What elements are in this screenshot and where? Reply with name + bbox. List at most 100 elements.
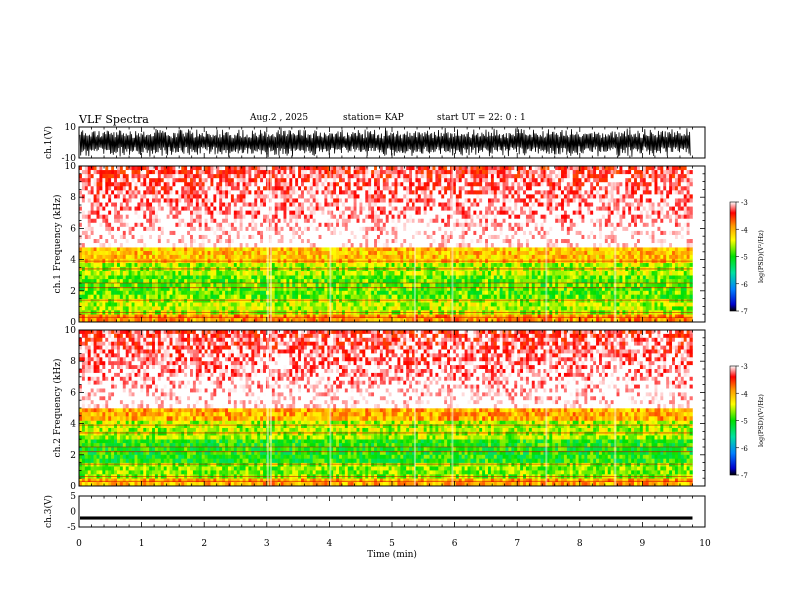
spectrogram-cell <box>353 298 357 303</box>
spectrogram-cell <box>566 279 571 284</box>
spectrogram-cell <box>467 275 471 280</box>
spectrogram-cell <box>333 275 337 280</box>
spectrogram-cell <box>420 294 425 299</box>
spectrogram-cell <box>315 302 319 307</box>
spectrogram-cell <box>634 279 638 284</box>
spectrogram-cell <box>149 226 153 232</box>
spectrogram-cell <box>368 286 372 292</box>
spectrogram-cell <box>111 306 115 311</box>
spectrogram-cell <box>376 283 381 288</box>
spectrogram-cell <box>514 298 518 303</box>
spectrogram-cell <box>184 210 188 215</box>
spectrogram-cell <box>669 318 673 323</box>
spectrogram-cell <box>233 247 238 252</box>
spectrogram-cell <box>149 271 153 276</box>
spectrogram-cell <box>537 251 541 256</box>
spectrogram-cell <box>125 166 129 171</box>
spectrogram-cell <box>195 254 200 260</box>
spectrogram-cell <box>225 318 229 323</box>
spectrogram-cell <box>470 283 474 288</box>
spectrogram-cell <box>400 306 404 311</box>
spectrogram-cell <box>374 298 378 303</box>
spectrogram-cell <box>663 318 667 323</box>
spectrogram-cell <box>672 279 676 284</box>
spectrogram-cell <box>245 290 249 295</box>
spectrogram-cell <box>99 251 103 256</box>
spectrogram-cell <box>417 254 422 260</box>
spectrogram-cell <box>230 286 235 292</box>
spectrogram-cell <box>149 290 153 295</box>
spectrogram-cell <box>303 247 308 252</box>
spectrogram-cell <box>286 251 290 256</box>
spectrogram-cell <box>295 262 299 268</box>
spectrogram-cell <box>563 254 568 260</box>
spectrogram-cell <box>81 275 86 280</box>
spectrogram-cell <box>163 182 167 187</box>
spectrogram-cell <box>160 247 165 252</box>
spectrogram-cell <box>686 251 690 256</box>
spectrogram-cell <box>315 290 319 295</box>
spectrogram-cell <box>476 271 480 276</box>
spectrogram-cell <box>689 318 693 323</box>
spectrogram-cell <box>490 314 495 319</box>
spectrogram-cell <box>190 170 194 175</box>
spectrogram-cell <box>152 166 156 171</box>
spectrogram-cell <box>111 298 115 303</box>
spectrogram-cell <box>490 271 495 276</box>
start-time-label: start UT = 22: 0 : 1 <box>437 113 526 123</box>
spectrogram-cell <box>359 318 363 323</box>
spectrogram-cell <box>257 247 261 252</box>
spectrogram-cell <box>631 279 635 284</box>
spectrogram-cell <box>555 275 559 280</box>
spectrogram-cell <box>680 251 685 256</box>
spectrogram-cell <box>613 286 617 292</box>
spectrogram-cell <box>111 271 115 276</box>
spectrogram-cell <box>636 275 641 280</box>
spectrogram-cell <box>376 251 381 256</box>
spectrogram-cell <box>379 279 384 284</box>
spectrogram-cell <box>146 318 150 323</box>
spectrogram-cell <box>108 290 112 295</box>
spectrogram-cell <box>137 170 141 175</box>
spectrogram-cell <box>248 275 252 280</box>
spectrogram-cell <box>511 294 515 299</box>
spectrogram-cell <box>195 234 200 240</box>
spectrogram-cell <box>388 314 392 319</box>
spectrogram-cell <box>619 262 623 268</box>
spectrogram-cell <box>525 279 530 284</box>
spectrogram-cell <box>190 226 194 232</box>
spectrogram-cell <box>102 302 106 307</box>
spectrogram-cell <box>531 318 536 323</box>
spectrogram-cell <box>87 166 91 171</box>
spectrogram-cell <box>438 283 442 288</box>
spectrogram-cell <box>572 298 576 303</box>
spectrogram-cell <box>152 318 156 323</box>
spectrogram-cell <box>502 306 506 311</box>
spectrogram-cell <box>102 170 106 175</box>
spectrogram-cell <box>96 283 100 288</box>
spectrogram-cell <box>116 186 121 191</box>
spectrogram-cell <box>327 275 331 280</box>
spectrogram-cell <box>204 283 208 288</box>
spectrogram-cell <box>385 275 389 280</box>
spectrogram-cell <box>172 243 176 248</box>
spectrogram-cell <box>119 186 124 191</box>
spectrogram-cell <box>303 290 308 295</box>
spectrogram-cell <box>178 190 182 195</box>
spectrogram-cell <box>277 298 281 303</box>
spectrogram-cell <box>303 283 308 288</box>
spectrogram-cell <box>412 286 416 292</box>
spectrogram-cell <box>514 294 518 299</box>
spectrogram-cell <box>306 318 311 323</box>
spectrogram-cell <box>353 306 357 311</box>
spectrogram-cell <box>575 302 579 307</box>
spectrogram-cell <box>169 166 173 171</box>
spectrogram-cell <box>137 302 141 307</box>
spectrogram-cell <box>172 302 176 307</box>
spectrogram-cell <box>116 247 121 252</box>
spectrogram-cell <box>555 318 559 323</box>
spectrogram-cell <box>152 226 156 232</box>
spectrogram-cell <box>172 206 176 211</box>
spectrogram-cell <box>628 275 632 280</box>
spectrogram-cell <box>339 286 343 292</box>
